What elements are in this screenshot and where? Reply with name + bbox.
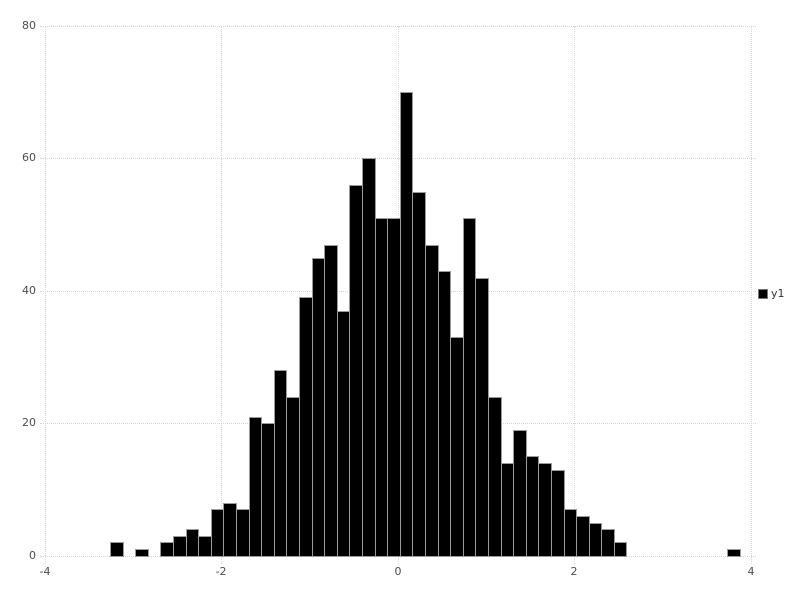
histogram-bar [475,278,489,557]
x-gridline [751,26,752,564]
x-gridline [574,26,575,564]
histogram-bar [110,542,124,557]
x-tick-label: 2 [570,565,578,578]
x-tick-label: -4 [39,565,51,578]
y-tick-label: 40 [22,284,36,297]
histogram-bar [286,397,300,557]
x-gridline [45,26,46,564]
histogram-bar [362,158,376,557]
x-gridline [221,26,222,564]
histogram-bar [614,542,627,557]
histogram-bar [601,529,615,557]
legend-series-label: y1 [771,287,785,300]
histogram-bar [576,516,590,557]
histogram-bar [236,509,250,557]
x-tick-label: 4 [747,565,755,578]
histogram-bar [173,536,187,557]
histogram-bar [513,430,527,557]
histogram-bar [425,245,439,557]
histogram-bar [198,536,212,557]
y-tick-label: 80 [22,19,36,32]
legend: y1 [758,288,785,299]
histogram-bar [223,503,237,557]
histogram-bar [538,463,552,557]
histogram-bar [135,549,149,557]
histogram-bar [551,470,565,557]
histogram-bar [160,542,174,557]
y-tick-label: 20 [22,416,36,429]
histogram-bar [727,549,741,557]
histogram-bar [450,337,464,557]
x-tick-label: 0 [394,565,402,578]
histogram-bar [324,245,338,557]
y-tick-label: 60 [22,151,36,164]
histogram-bar [488,397,502,557]
histogram-bar [299,297,313,557]
histogram-bar [349,185,363,557]
y-tick-label: 0 [29,549,36,562]
histogram-bar [261,423,275,557]
x-tick-label: -2 [215,565,227,578]
histogram-bar [412,192,426,557]
histogram-bar [387,218,401,557]
legend-marker-square [758,288,768,299]
